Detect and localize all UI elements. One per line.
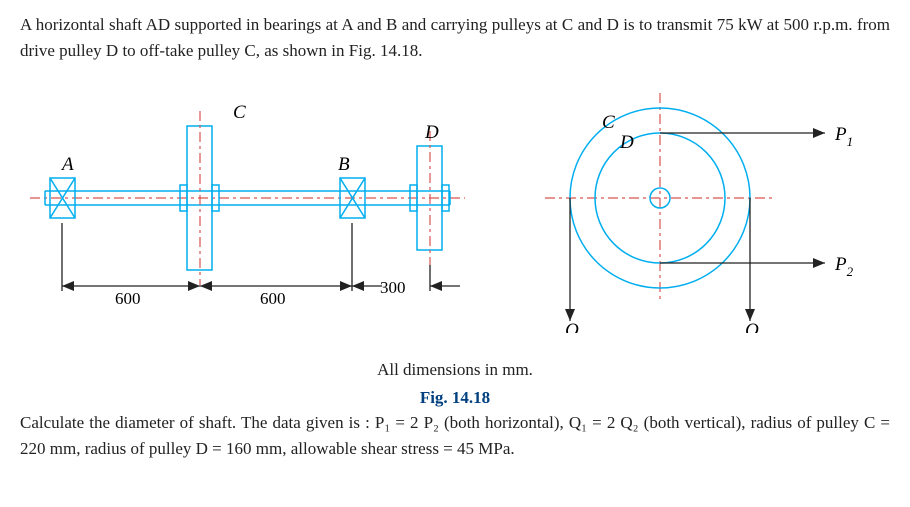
- label-d-left: D: [424, 122, 439, 143]
- figure-14-18: A C B D 600 600 300 C D P1 P2 Q1: [20, 73, 890, 353]
- label-p2: P2: [834, 254, 854, 279]
- label-b: B: [338, 154, 350, 175]
- label-c-right: C: [602, 112, 615, 133]
- problem-text: Calculate the diameter of shaft. The dat…: [20, 413, 890, 458]
- dim-600-2: 600: [260, 289, 286, 308]
- label-a: A: [60, 154, 74, 175]
- figure-caption: All dimensions in mm.: [20, 357, 890, 383]
- problem-paragraph: Calculate the diameter of shaft. The dat…: [20, 410, 890, 461]
- intro-text: A horizontal shaft AD supported in beari…: [20, 15, 890, 60]
- force-p2-arrow: [813, 258, 825, 268]
- figure-svg: A C B D 600 600 300 C D P1 P2 Q1: [20, 73, 890, 333]
- force-p1-arrow: [813, 128, 825, 138]
- label-c-left: C: [233, 102, 246, 123]
- label-q2: Q2: [745, 320, 766, 333]
- figure-number: Fig. 14.18: [20, 385, 890, 411]
- label-d-right: D: [619, 132, 634, 153]
- dim-300: 300: [380, 278, 406, 297]
- dim-600-1: 600: [115, 289, 141, 308]
- intro-paragraph: A horizontal shaft AD supported in beari…: [20, 12, 890, 63]
- label-p1: P1: [834, 124, 853, 149]
- label-q1: Q1: [565, 320, 585, 333]
